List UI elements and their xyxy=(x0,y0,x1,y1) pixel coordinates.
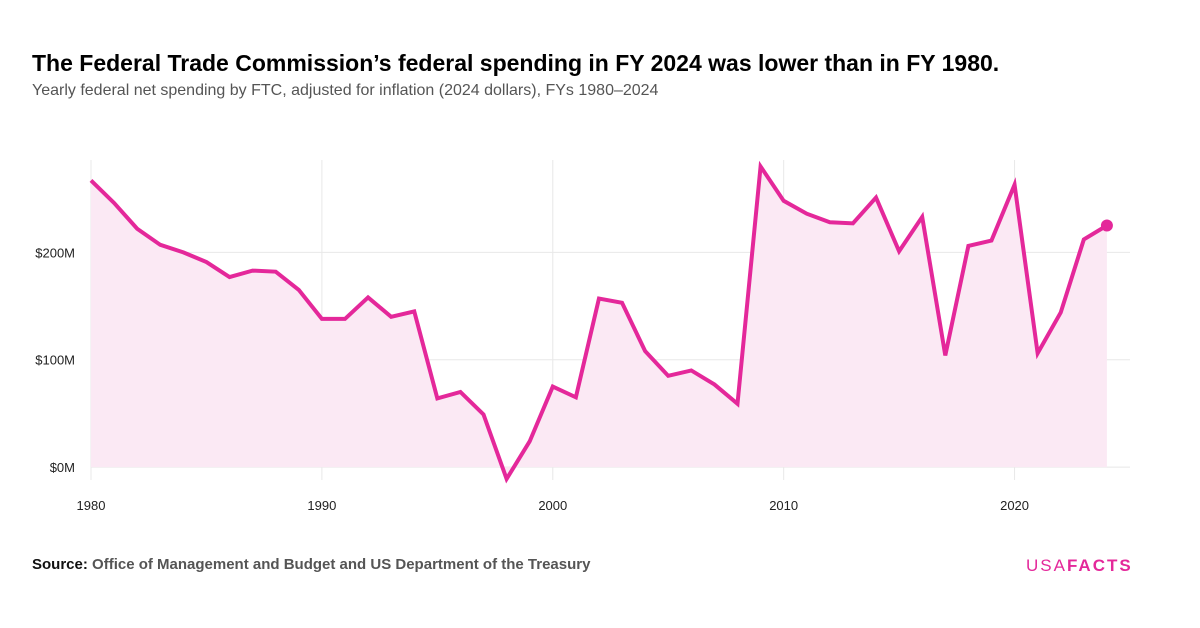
data-point xyxy=(666,374,670,378)
x-tick-label: 1990 xyxy=(307,498,336,513)
data-point xyxy=(135,227,139,231)
y-tick-label: $0M xyxy=(50,460,75,475)
chart-subtitle: Yearly federal net spending by FTC, adju… xyxy=(32,82,659,99)
chart-title: The Federal Trade Commission’s federal s… xyxy=(32,50,1000,76)
data-point xyxy=(158,243,162,247)
series-line xyxy=(89,160,1108,484)
data-point xyxy=(1013,183,1017,187)
data-point xyxy=(620,301,624,305)
y-tick-label: $200M xyxy=(35,245,75,260)
area-layer xyxy=(91,166,1107,479)
data-point xyxy=(389,315,393,319)
data-point xyxy=(1036,351,1040,355)
data-point xyxy=(435,396,439,400)
data-point xyxy=(805,212,809,216)
series-area xyxy=(91,166,1107,479)
data-point xyxy=(643,349,647,353)
data-point xyxy=(112,201,116,205)
last-point-marker xyxy=(1100,219,1113,232)
data-point xyxy=(412,309,416,313)
data-point xyxy=(735,402,739,406)
data-point xyxy=(851,221,855,225)
data-point xyxy=(528,439,532,443)
source-label: Source: xyxy=(32,556,88,573)
data-point xyxy=(320,317,324,321)
data-point xyxy=(343,317,347,321)
axis-layer: $0M $100M $200M 1980 1990 2000 2010 2020 xyxy=(35,245,1029,513)
data-point xyxy=(943,353,947,357)
x-tick-label: 1980 xyxy=(77,498,106,513)
data-point xyxy=(366,295,370,299)
data-point xyxy=(689,368,693,372)
source-text: Office of Management and Budget and US D… xyxy=(92,556,591,573)
data-point xyxy=(274,270,278,274)
logo-text-usa: USA xyxy=(1026,556,1067,575)
logo-text-facts: FACTS xyxy=(1066,556,1133,575)
data-point xyxy=(458,390,462,394)
data-point xyxy=(204,260,208,264)
x-tick-label: 2010 xyxy=(769,498,798,513)
data-point xyxy=(874,196,878,200)
data-point xyxy=(1082,237,1086,241)
data-point xyxy=(828,220,832,224)
usafacts-logo: USAFACTS xyxy=(1026,556,1133,576)
data-point xyxy=(759,164,763,168)
data-point xyxy=(551,385,555,389)
data-point xyxy=(89,178,93,182)
data-point xyxy=(482,412,486,416)
x-tick-label: 2000 xyxy=(538,498,567,513)
data-point xyxy=(597,297,601,301)
data-point xyxy=(574,395,578,399)
source-note: Source: Office of Management and Budget … xyxy=(32,556,590,573)
data-point xyxy=(897,249,901,253)
y-tick-label: $100M xyxy=(35,353,75,368)
data-point xyxy=(228,275,232,279)
data-point xyxy=(966,244,970,248)
data-point xyxy=(782,199,786,203)
data-point xyxy=(920,215,924,219)
data-point xyxy=(297,288,301,292)
data-point xyxy=(712,382,716,386)
data-point xyxy=(181,250,185,254)
data-point xyxy=(251,269,255,273)
data-point xyxy=(1059,310,1063,314)
data-point xyxy=(989,239,993,243)
data-point xyxy=(505,477,509,481)
x-tick-label: 2020 xyxy=(1000,498,1029,513)
line-layer xyxy=(89,160,1113,484)
